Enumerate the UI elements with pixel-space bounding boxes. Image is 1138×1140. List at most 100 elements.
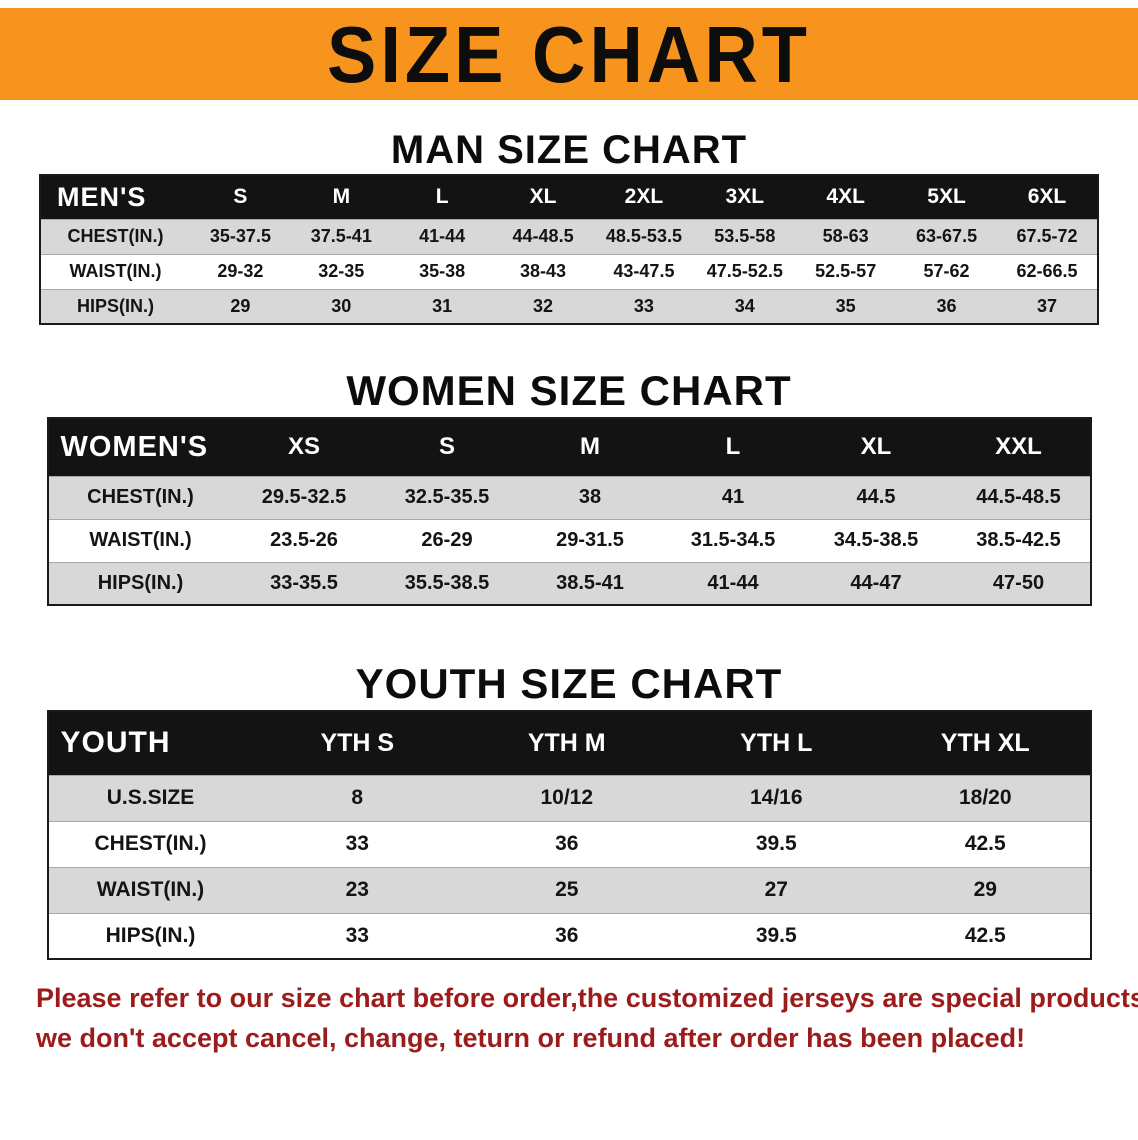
size-value-cell: 47-50 (947, 561, 1091, 605)
size-value-cell: 37.5-41 (290, 218, 392, 254)
size-value-cell: 31.5-34.5 (661, 518, 805, 562)
row-label: HIPS(IN.) (47, 912, 253, 959)
size-column-header: YTH S (252, 711, 462, 775)
size-value-cell: 33 (252, 820, 462, 867)
youth-section-heading: YOUTH SIZE CHART (355, 660, 783, 707)
row-label: HIPS(IN.) (47, 561, 233, 605)
size-column-header: YTH L (671, 711, 881, 775)
size-value-cell: 31 (391, 288, 493, 324)
size-column-header: 6XL (997, 175, 1098, 219)
size-value-cell: 44.5-48.5 (947, 475, 1091, 519)
size-value-cell: 23 (252, 866, 462, 913)
row-label: HIPS(IN.) (40, 288, 190, 324)
size-column-header: XL (492, 175, 594, 219)
size-value-cell: 34 (694, 288, 796, 324)
size-chart-page: SIZE CHART MAN SIZE CHART MEN'S S M L XL… (0, 8, 1138, 1140)
women-table-corner-label: WOMEN'S (47, 418, 233, 476)
size-value-cell: 10/12 (462, 774, 672, 821)
size-column-header: S (375, 418, 519, 476)
size-value-cell: 32 (492, 288, 594, 324)
size-value-cell: 33-35.5 (232, 561, 376, 605)
size-value-cell: 29.5-32.5 (232, 475, 376, 519)
size-value-cell: 44-48.5 (492, 218, 594, 254)
size-column-header: XS (232, 418, 376, 476)
size-value-cell: 47.5-52.5 (694, 253, 796, 289)
size-value-cell: 30 (290, 288, 392, 324)
size-value-cell: 39.5 (671, 820, 881, 867)
size-value-cell: 8 (252, 774, 462, 821)
size-value-cell: 35 (795, 288, 897, 324)
disclaimer-text: Please refer to our size chart before or… (0, 978, 1138, 1058)
men-waist-row: WAIST(IN.) 29-32 32-35 35-38 38-43 43-47… (40, 253, 1098, 289)
size-value-cell: 38 (518, 475, 662, 519)
youth-ussize-row: U.S.SIZE 8 10/12 14/16 18/20 (47, 774, 1091, 821)
youth-table-corner-label: YOUTH (47, 711, 253, 775)
men-table-corner-label: MEN'S (40, 175, 190, 219)
size-column-header: M (518, 418, 662, 476)
size-value-cell: 44-47 (804, 561, 948, 605)
size-value-cell: 58-63 (795, 218, 897, 254)
size-value-cell: 42.5 (881, 820, 1091, 867)
size-value-cell: 38.5-41 (518, 561, 662, 605)
size-value-cell: 36 (896, 288, 997, 324)
men-size-table: MEN'S S M L XL 2XL 3XL 4XL 5XL 6XL CHEST… (39, 174, 1099, 325)
disclaimer-line-2: we don't accept cancel, change, teturn o… (36, 1023, 1026, 1053)
size-value-cell: 35.5-38.5 (375, 561, 519, 605)
row-label: WAIST(IN.) (47, 866, 253, 913)
size-column-header: 3XL (694, 175, 796, 219)
size-value-cell: 41-44 (661, 561, 805, 605)
size-value-cell: 41-44 (391, 218, 493, 254)
size-value-cell: 43-47.5 (593, 253, 695, 289)
size-value-cell: 35-38 (391, 253, 493, 289)
size-column-header: M (290, 175, 392, 219)
women-size-table: WOMEN'S XS S M L XL XXL CHEST(IN.) 29.5-… (46, 417, 1092, 606)
size-value-cell: 32-35 (290, 253, 392, 289)
size-column-header: L (391, 175, 493, 219)
size-value-cell: 29 (190, 288, 291, 324)
size-value-cell: 67.5-72 (997, 218, 1098, 254)
youth-waist-row: WAIST(IN.) 23 25 27 29 (47, 866, 1091, 913)
size-value-cell: 29-31.5 (518, 518, 662, 562)
men-section-heading: MAN SIZE CHART (390, 128, 748, 172)
row-label: WAIST(IN.) (40, 253, 190, 289)
youth-hips-row: HIPS(IN.) 33 36 39.5 42.5 (47, 912, 1091, 959)
size-column-header: XL (804, 418, 948, 476)
row-label: CHEST(IN.) (47, 475, 233, 519)
size-value-cell: 39.5 (671, 912, 881, 959)
size-value-cell: 52.5-57 (795, 253, 897, 289)
women-waist-row: WAIST(IN.) 23.5-26 26-29 29-31.5 31.5-34… (47, 518, 1091, 562)
size-value-cell: 36 (462, 912, 672, 959)
men-hips-row: HIPS(IN.) 29 30 31 32 33 34 35 36 37 (40, 288, 1098, 324)
size-value-cell: 29 (881, 866, 1091, 913)
size-chart-banner: SIZE CHART (0, 8, 1138, 100)
size-value-cell: 18/20 (881, 774, 1091, 821)
row-label: U.S.SIZE (47, 774, 253, 821)
size-column-header: YTH M (462, 711, 672, 775)
size-value-cell: 23.5-26 (232, 518, 376, 562)
women-hips-row: HIPS(IN.) 33-35.5 35.5-38.5 38.5-41 41-4… (47, 561, 1091, 605)
size-value-cell: 63-67.5 (896, 218, 997, 254)
size-value-cell: 25 (462, 866, 672, 913)
size-column-header: 2XL (593, 175, 695, 219)
size-value-cell: 37 (997, 288, 1098, 324)
size-column-header: YTH XL (881, 711, 1091, 775)
size-value-cell: 53.5-58 (694, 218, 796, 254)
women-section-heading: WOMEN SIZE CHART (346, 367, 792, 414)
size-value-cell: 38.5-42.5 (947, 518, 1091, 562)
size-value-cell: 27 (671, 866, 881, 913)
size-value-cell: 33 (252, 912, 462, 959)
youth-header-row: YOUTH YTH S YTH M YTH L YTH XL (47, 711, 1091, 775)
size-value-cell: 42.5 (881, 912, 1091, 959)
row-label: WAIST(IN.) (47, 518, 233, 562)
youth-chest-row: CHEST(IN.) 33 36 39.5 42.5 (47, 820, 1091, 867)
size-value-cell: 33 (593, 288, 695, 324)
page-title: SIZE CHART (327, 9, 811, 99)
men-header-row: MEN'S S M L XL 2XL 3XL 4XL 5XL 6XL (40, 175, 1098, 219)
women-chest-row: CHEST(IN.) 29.5-32.5 32.5-35.5 38 41 44.… (47, 475, 1091, 519)
size-column-header: XXL (947, 418, 1091, 476)
row-label: CHEST(IN.) (40, 218, 190, 254)
size-value-cell: 35-37.5 (190, 218, 291, 254)
size-value-cell: 57-62 (896, 253, 997, 289)
disclaimer-line-1: Please refer to our size chart before or… (36, 983, 1138, 1013)
size-value-cell: 41 (661, 475, 805, 519)
